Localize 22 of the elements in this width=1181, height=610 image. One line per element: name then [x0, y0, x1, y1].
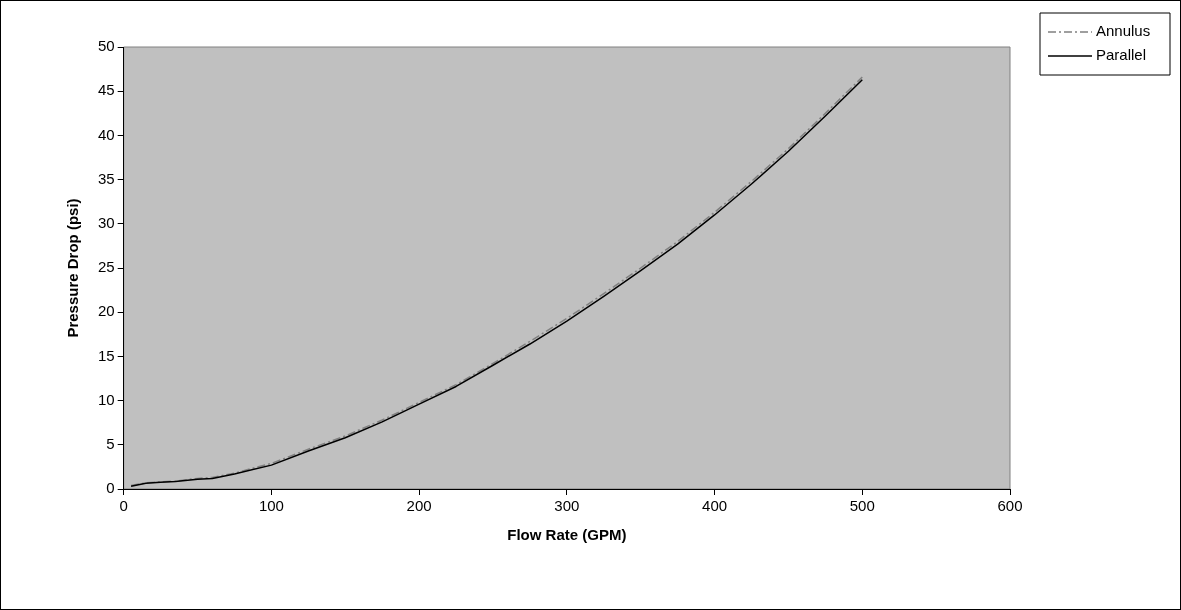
x-tick-label: 600	[997, 497, 1023, 515]
legend-label: Annulus	[1096, 22, 1151, 40]
x-tick-label: 400	[702, 497, 728, 515]
y-tick-label: 45	[98, 81, 115, 99]
x-tick-label: 200	[406, 497, 432, 515]
x-tick-label: 300	[554, 497, 580, 515]
x-tick-label: 0	[119, 497, 128, 515]
y-tick-label: 50	[98, 37, 115, 55]
y-tick-label: 15	[98, 346, 115, 364]
y-tick-label: 0	[106, 479, 115, 497]
y-axis-title: Pressure Drop (psi)	[64, 198, 82, 338]
legend-label: Parallel	[1096, 46, 1147, 64]
x-tick-label: 100	[258, 497, 284, 515]
y-tick-label: 30	[98, 213, 115, 231]
y-tick-label: 35	[98, 169, 115, 187]
y-tick-label: 20	[98, 302, 115, 320]
y-tick-label: 10	[98, 390, 115, 408]
x-tick-label: 500	[849, 497, 875, 515]
y-tick-label: 5	[106, 434, 115, 452]
y-tick-label: 25	[98, 258, 115, 276]
x-axis-title: Flow Rate (GPM)	[507, 526, 627, 544]
y-tick-label: 40	[98, 125, 115, 143]
